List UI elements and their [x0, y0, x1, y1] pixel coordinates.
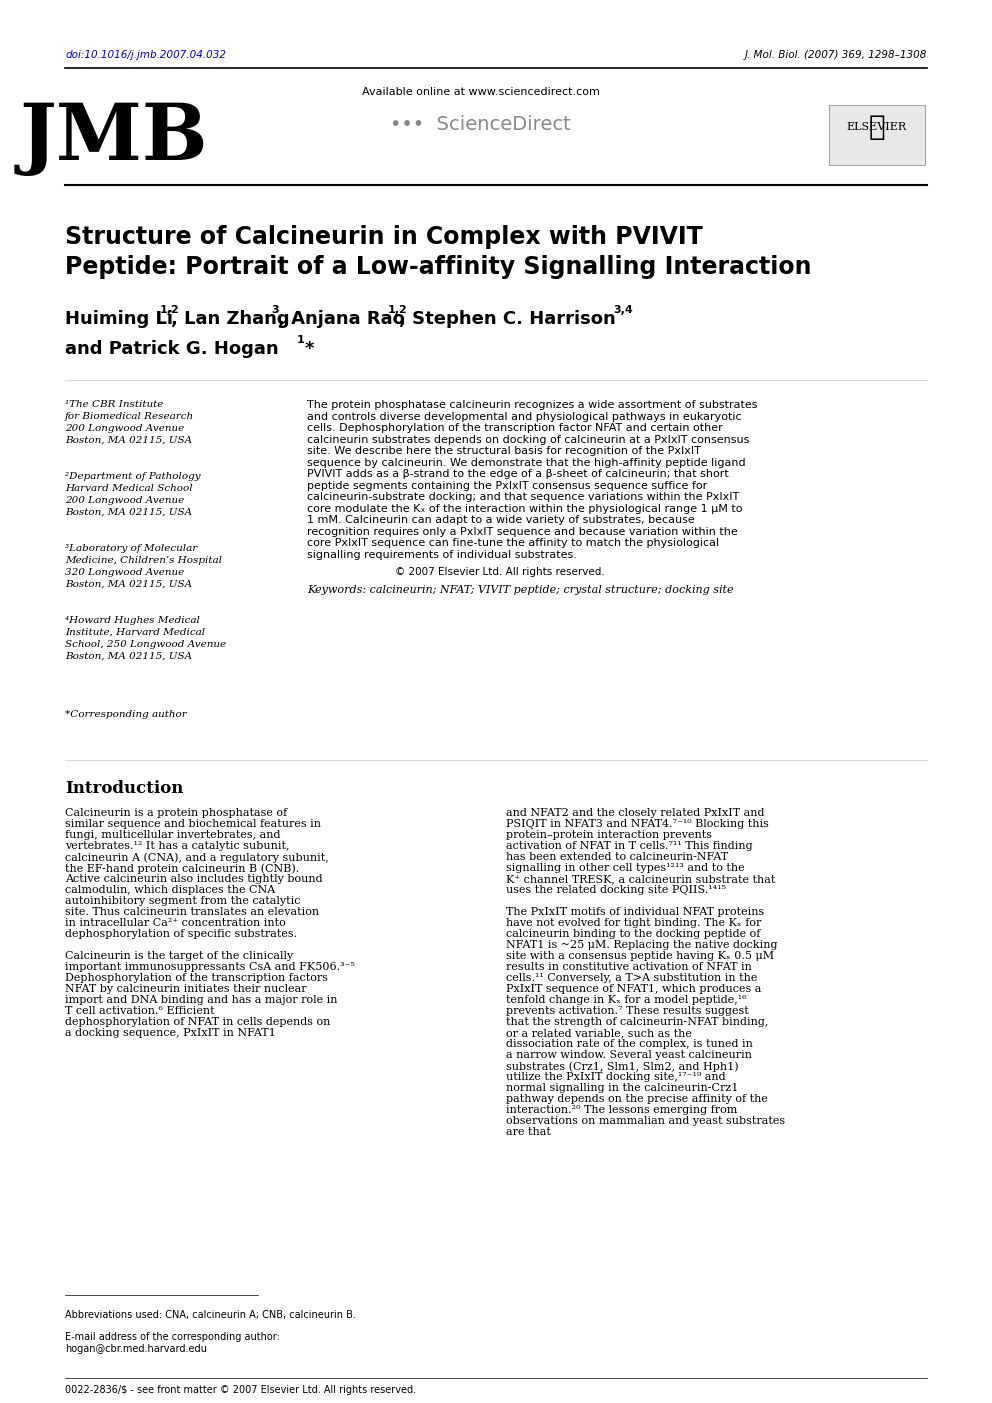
Text: similar sequence and biochemical features in: similar sequence and biochemical feature… [65, 819, 321, 829]
Text: the EF-hand protein calcineurin B (CNB).: the EF-hand protein calcineurin B (CNB). [65, 863, 300, 874]
Text: 1,2: 1,2 [388, 304, 408, 316]
Text: The PxIxIT motifs of individual NFAT proteins: The PxIxIT motifs of individual NFAT pro… [506, 906, 764, 918]
Text: and Patrick G. Hogan: and Patrick G. Hogan [65, 340, 279, 358]
Text: doi:10.1016/j.jmb.2007.04.032: doi:10.1016/j.jmb.2007.04.032 [65, 51, 226, 60]
Text: observations on mammalian and yeast substrates: observations on mammalian and yeast subs… [506, 1115, 785, 1127]
Text: , Stephen C. Harrison: , Stephen C. Harrison [400, 310, 616, 328]
Text: ³Laboratory of Molecular
Medicine, Children’s Hospital
320 Longwood Avenue
Bosto: ³Laboratory of Molecular Medicine, Child… [65, 544, 222, 588]
Text: 1: 1 [297, 335, 305, 345]
Text: 3: 3 [271, 304, 279, 316]
Text: import and DNA binding and has a major role in: import and DNA binding and has a major r… [65, 995, 337, 1005]
Text: recognition requires only a PxIxIT sequence and because variation within the: recognition requires only a PxIxIT seque… [307, 526, 737, 536]
Text: ²Department of Pathology
Harvard Medical School
200 Longwood Avenue
Boston, MA 0: ²Department of Pathology Harvard Medical… [65, 471, 200, 516]
Text: JMB: JMB [19, 100, 207, 175]
Text: 3,4: 3,4 [613, 304, 633, 316]
Text: utilize the PxIxIT docking site,¹⁷⁻¹⁹ and: utilize the PxIxIT docking site,¹⁷⁻¹⁹ an… [506, 1072, 725, 1082]
Text: normal signalling in the calcineurin-Crz1: normal signalling in the calcineurin-Crz… [506, 1083, 738, 1093]
Text: vertebrates.¹² It has a catalytic subunit,: vertebrates.¹² It has a catalytic subuni… [65, 840, 290, 852]
Text: pathway depends on the precise affinity of the: pathway depends on the precise affinity … [506, 1094, 768, 1104]
Text: ¹The CBR Institute
for Biomedical Research
200 Longwood Avenue
Boston, MA 02115,: ¹The CBR Institute for Biomedical Resear… [65, 400, 194, 445]
Text: calcineurin binding to the docking peptide of: calcineurin binding to the docking pepti… [506, 929, 760, 939]
Text: © 2007 Elsevier Ltd. All rights reserved.: © 2007 Elsevier Ltd. All rights reserved… [395, 567, 605, 577]
Text: signalling requirements of individual substrates.: signalling requirements of individual su… [307, 550, 576, 560]
Text: uses the related docking site PQIIS.¹⁴¹⁵: uses the related docking site PQIIS.¹⁴¹⁵ [506, 885, 726, 895]
Text: or a related variable, such as the: or a related variable, such as the [506, 1028, 691, 1038]
Text: sequence by calcineurin. We demonstrate that the high-affinity peptide ligand: sequence by calcineurin. We demonstrate … [307, 457, 745, 467]
Text: NFAT by calcineurin initiates their nuclear: NFAT by calcineurin initiates their nucl… [65, 984, 307, 993]
Text: PVIVIT adds as a β-strand to the edge of a β-sheet of calcineurin; that short: PVIVIT adds as a β-strand to the edge of… [307, 469, 728, 478]
Text: 1,2: 1,2 [160, 304, 180, 316]
Text: a narrow window. Several yeast calcineurin: a narrow window. Several yeast calcineur… [506, 1049, 752, 1061]
Text: dephosphorylation of specific substrates.: dephosphorylation of specific substrates… [65, 929, 298, 939]
Text: Available online at www.sciencedirect.com: Available online at www.sciencedirect.co… [362, 87, 599, 97]
Text: site. We describe here the structural basis for recognition of the PxIxIT: site. We describe here the structural ba… [307, 446, 700, 456]
Text: core PxIxIT sequence can fine-tune the affinity to match the physiological: core PxIxIT sequence can fine-tune the a… [307, 537, 719, 549]
Text: •••  ScienceDirect: ••• ScienceDirect [390, 115, 571, 135]
Text: Structure of Calcineurin in Complex with PVIVIT
Peptide: Portrait of a Low-affin: Structure of Calcineurin in Complex with… [65, 224, 811, 279]
Text: dissociation rate of the complex, is tuned in: dissociation rate of the complex, is tun… [506, 1040, 753, 1049]
Text: 🌳: 🌳 [869, 114, 885, 140]
Text: tenfold change in Kₓ for a model peptide,¹⁶: tenfold change in Kₓ for a model peptide… [506, 995, 746, 1005]
Text: Abbreviations used: CNA, calcineurin A; CNB, calcineurin B.: Abbreviations used: CNA, calcineurin A; … [65, 1310, 356, 1320]
Text: site with a consensus peptide having Kₓ 0.5 μM: site with a consensus peptide having Kₓ … [506, 951, 774, 961]
Text: *Corresponding author: *Corresponding author [65, 710, 186, 718]
Bar [828, 105, 926, 166]
Text: PSIQIT in NFAT3 and NFAT4.⁷⁻¹⁰ Blocking this: PSIQIT in NFAT3 and NFAT4.⁷⁻¹⁰ Blocking … [506, 819, 769, 829]
Text: The protein phosphatase calcineurin recognizes a wide assortment of substrates: The protein phosphatase calcineurin reco… [307, 400, 757, 410]
Text: a docking sequence, PxIxIT in NFAT1: a docking sequence, PxIxIT in NFAT1 [65, 1028, 276, 1038]
Text: protein–protein interaction prevents: protein–protein interaction prevents [506, 831, 712, 840]
Text: Keywords: calcineurin; NFAT; VIVIT peptide; crystal structure; docking site: Keywords: calcineurin; NFAT; VIVIT pepti… [307, 585, 733, 595]
Text: has been extended to calcineurin-NFAT: has been extended to calcineurin-NFAT [506, 852, 728, 861]
Text: ELSEVIER: ELSEVIER [847, 122, 907, 132]
Text: calcineurin substrates depends on docking of calcineurin at a PxIxIT consensus: calcineurin substrates depends on dockin… [307, 435, 749, 445]
Text: prevents activation.⁷ These results suggest: prevents activation.⁷ These results sugg… [506, 1006, 749, 1016]
Text: Active calcineurin also includes tightly bound: Active calcineurin also includes tightly… [65, 874, 322, 884]
Text: signalling in other cell types¹²¹³ and to the: signalling in other cell types¹²¹³ and t… [506, 863, 744, 873]
Text: are that: are that [506, 1127, 551, 1136]
Text: site. Thus calcineurin translates an elevation: site. Thus calcineurin translates an ele… [65, 906, 319, 918]
Text: in intracellular Ca²⁺ concentration into: in intracellular Ca²⁺ concentration into [65, 918, 286, 927]
Text: and controls diverse developmental and physiological pathways in eukaryotic: and controls diverse developmental and p… [307, 411, 741, 421]
Text: substrates (Crz1, Slm1, Slm2, and Hph1): substrates (Crz1, Slm1, Slm2, and Hph1) [506, 1061, 738, 1072]
Text: , Anjana Rao: , Anjana Rao [278, 310, 405, 328]
Text: autoinhibitory segment from the catalytic: autoinhibitory segment from the catalyti… [65, 897, 301, 906]
Text: Calcineurin is the target of the clinically: Calcineurin is the target of the clinica… [65, 951, 294, 961]
Text: core modulate the Kₓ of the interaction within the physiological range 1 μM to: core modulate the Kₓ of the interaction … [307, 504, 742, 513]
Text: Calcineurin is a protein phosphatase of: Calcineurin is a protein phosphatase of [65, 808, 288, 818]
Text: fungi, multicellular invertebrates, and: fungi, multicellular invertebrates, and [65, 831, 281, 840]
Text: J. Mol. Biol. (2007) 369, 1298–1308: J. Mol. Biol. (2007) 369, 1298–1308 [745, 51, 928, 60]
Text: interaction.²⁰ The lessons emerging from: interaction.²⁰ The lessons emerging from [506, 1106, 737, 1115]
Text: T cell activation.⁶ Efficient: T cell activation.⁶ Efficient [65, 1006, 214, 1016]
Text: cells.¹¹ Conversely, a T>A substitution in the: cells.¹¹ Conversely, a T>A substitution … [506, 974, 757, 984]
Text: have not evolved for tight binding. The Kₓ for: have not evolved for tight binding. The … [506, 918, 761, 927]
Text: 0022-2836/$ - see front matter © 2007 Elsevier Ltd. All rights reserved.: 0022-2836/$ - see front matter © 2007 El… [65, 1385, 417, 1395]
Text: Huiming Li: Huiming Li [65, 310, 173, 328]
Text: important immunosuppressants CsA and FK506.³⁻⁵: important immunosuppressants CsA and FK5… [65, 962, 355, 972]
Text: Introduction: Introduction [65, 780, 184, 797]
Text: peptide segments containing the PxIxIT consensus sequence suffice for: peptide segments containing the PxIxIT c… [307, 480, 707, 491]
Text: ⁴Howard Hughes Medical
Institute, Harvard Medical
School, 250 Longwood Avenue
Bo: ⁴Howard Hughes Medical Institute, Harvar… [65, 616, 226, 661]
Text: PxIxIT sequence of NFAT1, which produces a: PxIxIT sequence of NFAT1, which produces… [506, 984, 761, 993]
Text: that the strength of calcineurin-NFAT binding,: that the strength of calcineurin-NFAT bi… [506, 1017, 768, 1027]
Text: and NFAT2 and the closely related PxIxIT and: and NFAT2 and the closely related PxIxIT… [506, 808, 764, 818]
Text: calcineurin-substrate docking; and that sequence variations within the PxIxIT: calcineurin-substrate docking; and that … [307, 492, 739, 502]
Text: 1 mM. Calcineurin can adapt to a wide variety of substrates, because: 1 mM. Calcineurin can adapt to a wide va… [307, 515, 694, 525]
Text: results in constitutive activation of NFAT in: results in constitutive activation of NF… [506, 962, 752, 972]
Text: cells. Dephosphorylation of the transcription factor NFAT and certain other: cells. Dephosphorylation of the transcri… [307, 422, 722, 434]
Text: , Lan Zhang: , Lan Zhang [172, 310, 290, 328]
Text: *: * [305, 340, 314, 358]
Text: dephosphorylation of NFAT in cells depends on: dephosphorylation of NFAT in cells depen… [65, 1017, 330, 1027]
Text: NFAT1 is ~25 μM. Replacing the native docking: NFAT1 is ~25 μM. Replacing the native do… [506, 940, 778, 950]
Text: E-mail address of the corresponding author:
hogan@cbr.med.harvard.edu: E-mail address of the corresponding auth… [65, 1331, 280, 1354]
Text: activation of NFAT in T cells.⁷¹¹ This finding: activation of NFAT in T cells.⁷¹¹ This f… [506, 840, 753, 852]
Text: Dephosphorylation of the transcription factors: Dephosphorylation of the transcription f… [65, 974, 328, 984]
Text: calcineurin A (CNA), and a regulatory subunit,: calcineurin A (CNA), and a regulatory su… [65, 852, 328, 863]
Text: calmodulin, which displaces the CNA: calmodulin, which displaces the CNA [65, 885, 276, 895]
Text: K⁺ channel TRESK, a calcineurin substrate that: K⁺ channel TRESK, a calcineurin substrat… [506, 874, 775, 884]
